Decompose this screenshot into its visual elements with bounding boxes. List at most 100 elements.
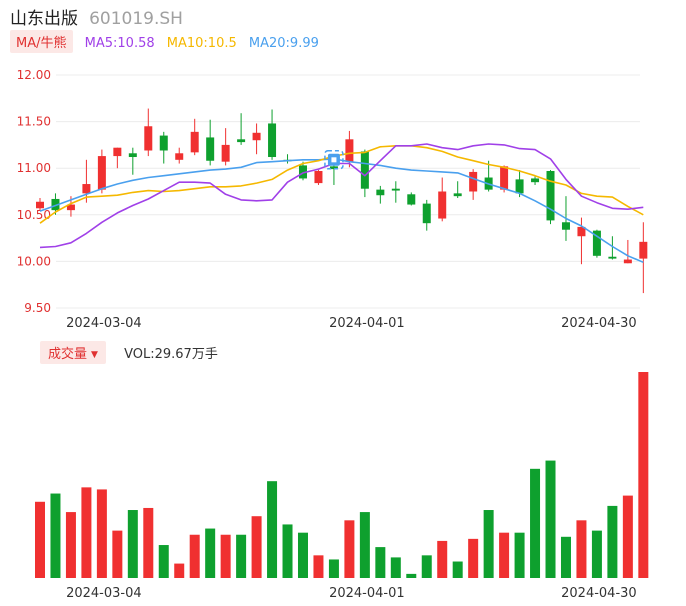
- volume-bar[interactable]: [530, 468, 541, 578]
- volume-bar[interactable]: [328, 559, 339, 578]
- volume-bar[interactable]: [50, 493, 61, 578]
- volume-bar[interactable]: [468, 538, 479, 578]
- candle-body[interactable]: [469, 171, 478, 192]
- x-tick-label: 2024-04-30: [561, 316, 637, 331]
- volume-bar[interactable]: [251, 516, 262, 578]
- candle-body[interactable]: [592, 230, 601, 256]
- indicator-selector[interactable]: MA/牛熊: [10, 30, 73, 53]
- candle-body[interactable]: [237, 139, 246, 143]
- volume-bar[interactable]: [189, 534, 200, 578]
- candle-body[interactable]: [268, 123, 277, 158]
- ma-legend: MA/牛熊 MA5:10.58 MA10:10.5 MA20:9.99: [10, 30, 319, 54]
- candle-body[interactable]: [298, 165, 307, 179]
- volume-bar[interactable]: [205, 528, 216, 578]
- volume-bar[interactable]: [514, 532, 525, 578]
- volume-bar[interactable]: [220, 534, 231, 578]
- volume-bar[interactable]: [267, 481, 278, 578]
- candle-body[interactable]: [252, 132, 261, 141]
- ma10-legend: MA10:10.5: [166, 36, 237, 51]
- volume-bar[interactable]: [375, 547, 386, 578]
- ma20-legend: MA20:9.99: [248, 36, 319, 51]
- candle-body[interactable]: [97, 156, 106, 190]
- candle-body[interactable]: [66, 204, 75, 211]
- candle-body[interactable]: [623, 259, 632, 264]
- bull-bear-icon[interactable]: [324, 150, 344, 170]
- volume-bar[interactable]: [112, 530, 123, 578]
- candle-body[interactable]: [221, 144, 230, 162]
- volume-bar[interactable]: [607, 505, 618, 578]
- candle-body[interactable]: [577, 226, 586, 237]
- candle-body[interactable]: [376, 189, 385, 196]
- volume-bar[interactable]: [158, 545, 169, 578]
- volume-bar[interactable]: [127, 510, 138, 578]
- volume-bar[interactable]: [143, 507, 154, 578]
- volume-bar[interactable]: [282, 524, 293, 578]
- candle-body[interactable]: [51, 198, 60, 211]
- x-tick-label: 2024-03-04: [66, 586, 142, 601]
- y-tick-label: 9.50: [24, 301, 51, 315]
- y-tick-label: 11.00: [17, 161, 51, 175]
- volume-bar[interactable]: [344, 520, 355, 578]
- volume-bar[interactable]: [359, 512, 370, 578]
- ma10-line: [39, 145, 644, 224]
- volume-bar[interactable]: [452, 561, 463, 578]
- candle-body[interactable]: [206, 137, 215, 161]
- volume-bar[interactable]: [35, 501, 45, 578]
- candle-body[interactable]: [500, 166, 509, 190]
- volume-bar[interactable]: [421, 555, 432, 578]
- volume-bar[interactable]: [406, 573, 417, 578]
- volume-bar[interactable]: [499, 532, 510, 578]
- volume-bar[interactable]: [297, 532, 308, 578]
- volume-bar[interactable]: [390, 557, 401, 578]
- candle-body[interactable]: [190, 131, 199, 153]
- volume-bar[interactable]: [545, 460, 556, 578]
- candle-body[interactable]: [453, 193, 462, 197]
- candle-body[interactable]: [175, 153, 184, 160]
- candle-body[interactable]: [438, 191, 447, 219]
- candle-body[interactable]: [345, 139, 354, 162]
- candle-body[interactable]: [314, 170, 323, 184]
- candle-body[interactable]: [407, 194, 416, 205]
- volume-bar[interactable]: [96, 489, 107, 578]
- candle-body[interactable]: [82, 184, 91, 194]
- candle-body[interactable]: [360, 151, 369, 189]
- candle-body[interactable]: [515, 179, 524, 194]
- volume-bar[interactable]: [591, 530, 602, 578]
- volume-bar[interactable]: [622, 495, 633, 578]
- volume-bar[interactable]: [174, 563, 185, 578]
- stock-code: 601019.SH: [89, 9, 183, 29]
- volume-bar[interactable]: [483, 510, 494, 578]
- candle-body[interactable]: [531, 178, 540, 183]
- y-tick-label: 10.50: [17, 208, 51, 222]
- candle-body[interactable]: [128, 153, 137, 158]
- candle-body[interactable]: [113, 147, 122, 157]
- x-tick-label: 2024-03-04: [66, 316, 142, 331]
- bull-bear-icon-center: [331, 157, 337, 163]
- candle-body[interactable]: [329, 166, 338, 170]
- volume-selector[interactable]: 成交量 ▼: [40, 341, 106, 364]
- candle-body[interactable]: [546, 170, 555, 221]
- ma5-line: [39, 143, 644, 249]
- volume-bar[interactable]: [313, 555, 324, 578]
- volume-bar[interactable]: [236, 534, 247, 578]
- candle-body[interactable]: [391, 188, 400, 191]
- volume-bar[interactable]: [437, 540, 448, 578]
- caret-down-icon: ▼: [91, 350, 98, 360]
- volume-bar[interactable]: [638, 372, 649, 578]
- volume-header: 成交量 ▼ VOL:29.67万手: [40, 341, 218, 364]
- volume-bar[interactable]: [560, 536, 571, 578]
- volume-bar[interactable]: [576, 520, 587, 578]
- candle-body[interactable]: [608, 256, 617, 259]
- candle-body[interactable]: [422, 203, 431, 224]
- candle-body[interactable]: [639, 241, 648, 259]
- candle-body[interactable]: [144, 126, 153, 151]
- candle-body[interactable]: [561, 222, 570, 230]
- x-tick-label: 2024-04-01: [329, 586, 405, 601]
- candle-body[interactable]: [159, 135, 168, 151]
- volume-bar[interactable]: [65, 512, 76, 578]
- volume-value: VOL:29.67万手: [124, 347, 218, 362]
- candle-body[interactable]: [36, 201, 44, 209]
- volume-bar[interactable]: [81, 487, 92, 578]
- y-tick-label: 11.50: [17, 115, 51, 129]
